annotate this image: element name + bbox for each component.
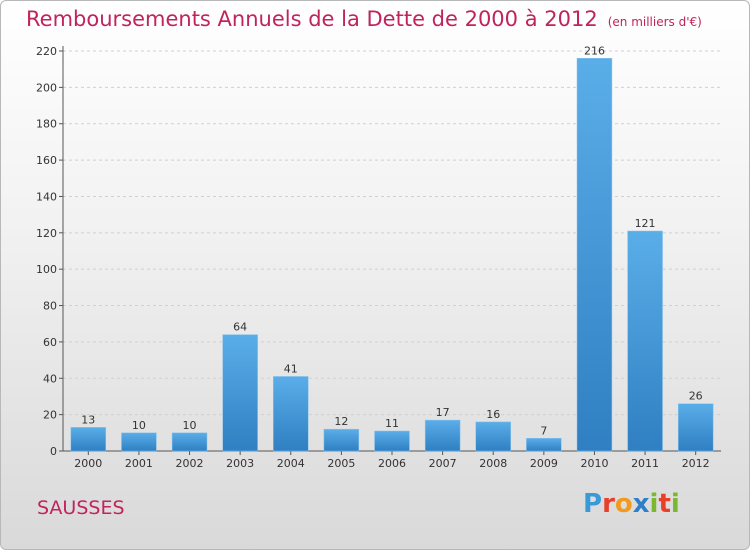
proxiti-logo: Proxiti <box>583 489 680 519</box>
x-tick-label-2010: 2010 <box>580 457 608 470</box>
value-label-2004: 41 <box>284 362 298 375</box>
value-label-2002: 10 <box>183 419 197 432</box>
value-label-2001: 10 <box>132 419 146 432</box>
bar-2002 <box>171 432 208 452</box>
y-tick-label: 180 <box>36 118 57 131</box>
value-label-2003: 64 <box>233 321 247 334</box>
logo-letter: x <box>632 489 650 519</box>
value-label-2006: 11 <box>385 417 399 430</box>
logo-letter: P <box>583 489 603 519</box>
x-tick-label-2009: 2009 <box>530 457 558 470</box>
bar-2012 <box>677 403 714 452</box>
y-tick-label: 80 <box>43 300 57 313</box>
bar-2010 <box>576 58 613 452</box>
y-tick-label: 0 <box>50 445 57 458</box>
bar-2011 <box>627 230 663 452</box>
bar-2009 <box>526 438 562 452</box>
value-label-2010: 216 <box>584 44 605 57</box>
y-tick-label: 140 <box>36 190 57 203</box>
value-label-2005: 12 <box>334 415 348 428</box>
data-labels: 13 10 10 64 41 12 11 17 16 7 216 121 26 <box>81 44 702 437</box>
y-tick-label: 100 <box>36 263 57 276</box>
x-tick-label-2005: 2005 <box>327 457 355 470</box>
commune-name: SAUSSES <box>37 497 125 519</box>
bar-2000 <box>70 427 107 452</box>
x-tick-label-2001: 2001 <box>125 457 153 470</box>
logo-letter: r <box>602 489 615 519</box>
x-tick-label-2007: 2007 <box>429 457 457 470</box>
value-label-2008: 16 <box>486 408 500 421</box>
logo-letter: i <box>649 489 659 519</box>
y-tick-label: 120 <box>36 227 57 240</box>
bar-2006 <box>374 430 410 452</box>
x-tick-label-2002: 2002 <box>176 457 204 470</box>
chart-title: Remboursements Annuels de la Dette de 20… <box>26 7 702 31</box>
bar-2005 <box>323 428 360 452</box>
bar-2004 <box>273 376 309 452</box>
y-tick-label: 40 <box>43 372 57 385</box>
x-tick-label-2000: 2000 <box>74 457 102 470</box>
y-tick-label: 220 <box>36 45 57 58</box>
x-tick-label-2006: 2006 <box>378 457 406 470</box>
bars <box>70 58 714 452</box>
x-tick-label-2008: 2008 <box>479 457 507 470</box>
bar-2007 <box>424 419 461 452</box>
bar-2008 <box>475 421 511 452</box>
value-label-2000: 13 <box>81 413 95 426</box>
grid-lines <box>63 50 721 416</box>
y-tick-label: 20 <box>43 409 57 422</box>
logo-letter: i <box>670 489 680 519</box>
bar-2001 <box>121 432 157 452</box>
value-label-2011: 121 <box>635 217 656 230</box>
chart-title-text: Remboursements Annuels de la Dette de 20… <box>26 7 598 31</box>
y-tick-label: 60 <box>43 336 57 349</box>
value-label-2009: 7 <box>540 424 547 437</box>
bar-2003 <box>222 334 258 452</box>
x-tick-label-2012: 2012 <box>682 457 710 470</box>
logo-letter: o <box>614 489 633 519</box>
y-tick-label: 160 <box>36 154 57 167</box>
x-tick-label-2004: 2004 <box>277 457 305 470</box>
x-tick-label-2011: 2011 <box>631 457 659 470</box>
y-tick-label: 200 <box>36 81 57 94</box>
logo-letter: t <box>658 489 671 519</box>
x-tick-label-2003: 2003 <box>226 457 254 470</box>
axes: 0 20 40 60 80 100 120 140 160 180 200 220 2000 2001 20… <box>36 45 721 470</box>
value-label-2012: 26 <box>689 390 703 403</box>
unit-note: (en milliers d'€) <box>607 15 702 29</box>
value-label-2007: 17 <box>436 406 450 419</box>
